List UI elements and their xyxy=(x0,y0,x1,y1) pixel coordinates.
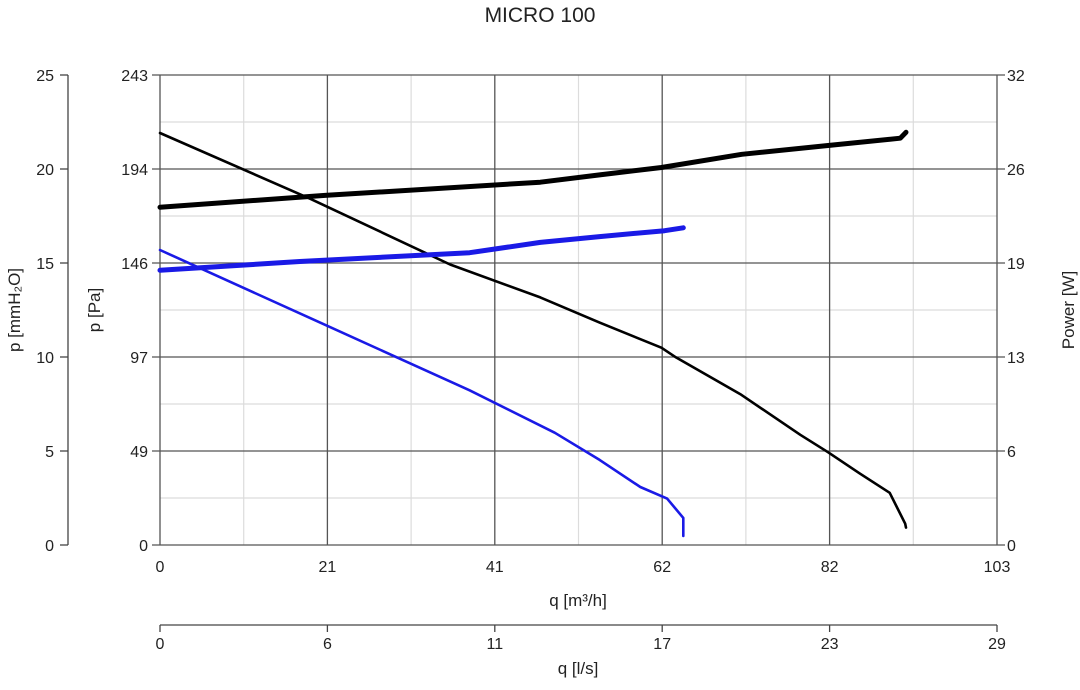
x-tick-label: 0 xyxy=(156,559,165,576)
series-group xyxy=(157,129,909,538)
x-tick-label: 62 xyxy=(653,559,671,576)
grid xyxy=(152,74,1005,546)
x-tick-label: 103 xyxy=(984,559,1011,576)
y-tick-label-pa: 49 xyxy=(130,444,148,461)
y-axis-label-mmh2o: p [mmH₂O] xyxy=(5,268,24,352)
blue-power-curve xyxy=(157,225,686,273)
x2-tick-label: 6 xyxy=(323,636,332,653)
y2-tick-label: 25 xyxy=(36,68,54,85)
x2-tick-label: 23 xyxy=(821,636,839,653)
y-tick-label-pa: 0 xyxy=(139,538,148,555)
blue-pressure-curve xyxy=(158,248,685,538)
chart-title: MICRO 100 xyxy=(485,4,596,27)
x-tick-label: 82 xyxy=(821,559,839,576)
x2-tick-label: 17 xyxy=(653,636,671,653)
x2-tick-label: 11 xyxy=(486,636,503,653)
y-tick-label-power: 6 xyxy=(1007,444,1016,461)
y2-tick-label: 10 xyxy=(36,350,54,367)
x2-tick-label: 29 xyxy=(988,636,1006,653)
x-axis-label: q [m³/h] xyxy=(549,591,607,610)
y-tick-label-pa: 97 xyxy=(130,350,148,367)
y2-tick-label: 15 xyxy=(36,256,54,273)
y-tick-label-power: 26 xyxy=(1007,162,1025,179)
y-tick-label-pa: 146 xyxy=(121,256,148,273)
x2-axis-label: q [l/s] xyxy=(558,659,599,678)
black-pressure-curve xyxy=(158,131,908,529)
x2-tick-label: 0 xyxy=(156,636,165,653)
y-tick-label-power: 13 xyxy=(1007,350,1025,367)
black-power-curve xyxy=(157,129,909,210)
axes: 0 21 41 62 82 103 0 49 97 146 194 243 0 6 13 19 26 32 0 5 10… xyxy=(36,68,1025,653)
y-axis-label-power: Power [W] xyxy=(1059,271,1078,349)
y-tick-label-power: 19 xyxy=(1007,256,1025,273)
y-tick-label-pa: 243 xyxy=(121,68,148,85)
y-tick-label-pa: 194 xyxy=(121,162,148,179)
y2-tick-label: 20 xyxy=(36,162,54,179)
y-tick-label-power: 32 xyxy=(1007,68,1025,85)
y2-tick-label: 5 xyxy=(45,444,54,461)
y-axis-label-pa: p [Pa] xyxy=(85,288,104,332)
y-tick-label-power: 0 xyxy=(1007,538,1016,555)
x-tick-label: 41 xyxy=(486,559,504,576)
y2-tick-label: 0 xyxy=(45,538,54,555)
x-tick-label: 21 xyxy=(319,559,337,576)
